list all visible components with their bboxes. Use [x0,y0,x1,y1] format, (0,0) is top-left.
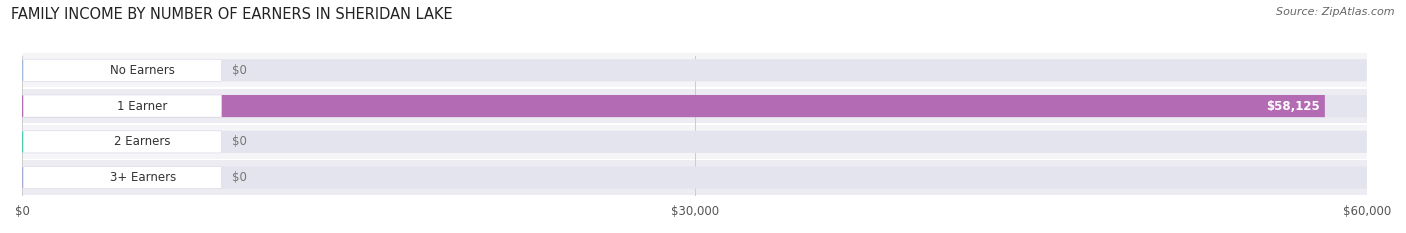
Text: $0: $0 [232,135,247,148]
Text: $0: $0 [232,64,247,77]
FancyBboxPatch shape [22,95,221,117]
FancyBboxPatch shape [22,95,1367,117]
Text: FAMILY INCOME BY NUMBER OF EARNERS IN SHERIDAN LAKE: FAMILY INCOME BY NUMBER OF EARNERS IN SH… [11,7,453,22]
Text: $0: $0 [232,171,247,184]
Text: No Earners: No Earners [110,64,176,77]
FancyBboxPatch shape [22,167,221,189]
FancyBboxPatch shape [22,95,1324,117]
Bar [21,161,1368,195]
FancyBboxPatch shape [22,59,221,81]
FancyBboxPatch shape [22,131,1367,153]
Text: Source: ZipAtlas.com: Source: ZipAtlas.com [1277,7,1395,17]
Bar [21,89,1368,123]
Text: 1 Earner: 1 Earner [118,99,167,113]
FancyBboxPatch shape [22,131,221,153]
Text: 3+ Earners: 3+ Earners [110,171,176,184]
FancyBboxPatch shape [22,167,1367,189]
Bar [21,125,1368,159]
FancyBboxPatch shape [22,59,1367,81]
Bar [21,53,1368,87]
Text: 2 Earners: 2 Earners [114,135,172,148]
Text: $58,125: $58,125 [1265,99,1319,113]
